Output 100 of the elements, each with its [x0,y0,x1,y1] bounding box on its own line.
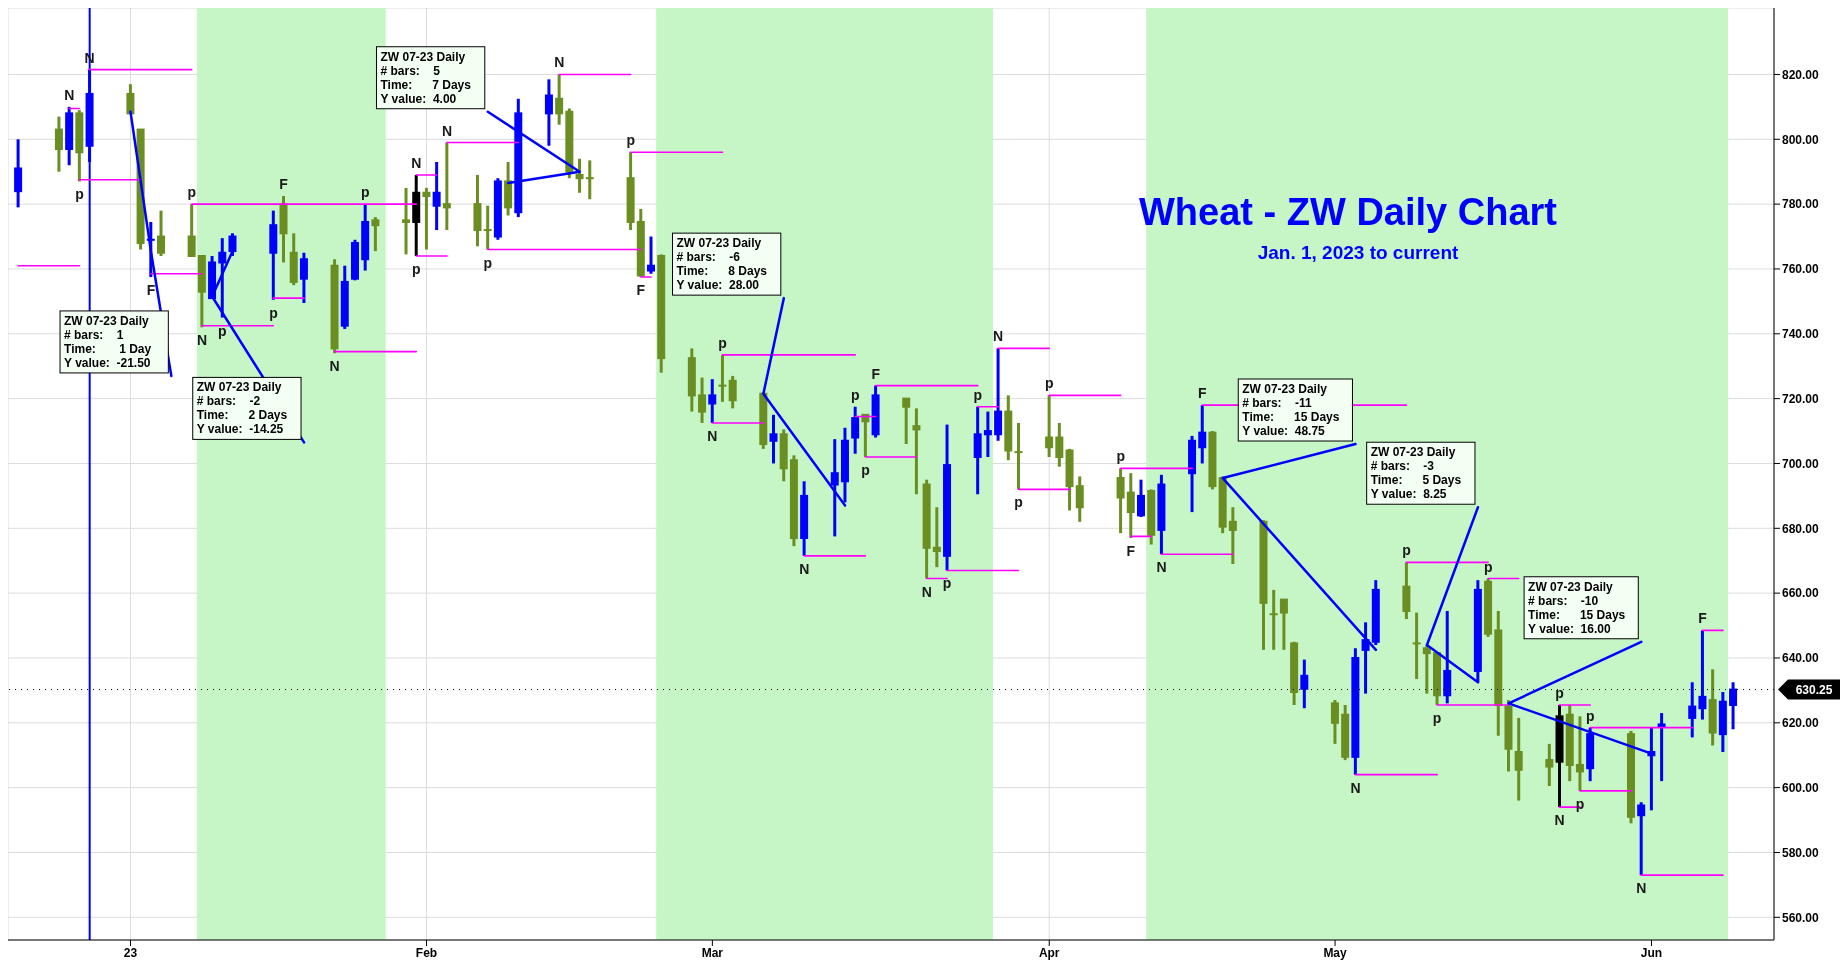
y-tick-label: 740.00 [1782,327,1820,342]
candlestick [851,406,860,454]
candlestick [1126,473,1135,539]
annotation: p [861,461,870,478]
annotation: p [1555,684,1564,701]
annotation: p [218,322,227,339]
annotation: p [412,260,421,277]
annotation: N [554,54,565,71]
annotation: N [1554,812,1565,829]
candlestick [1075,476,1084,522]
candlestick [555,74,564,125]
annotation: F [1126,543,1136,560]
annotation: ZW 07-23 Daily # bars: -3 Time: 5 Days Y value: 8.25 [1370,445,1462,502]
y-tick-label: 720.00 [1782,391,1820,406]
candlestick [585,160,594,200]
candlestick [932,507,941,569]
candlestick [544,79,553,146]
candlestick [1228,507,1237,564]
candlestick [902,397,911,445]
annotation: ZW 07-23 Daily # bars: -11 Time: 15 Days Y value: 48.75 [1242,382,1340,439]
annotation: p [1044,375,1054,392]
candlestick [718,353,727,402]
annotation: p [1014,494,1023,511]
x-tick-label: Mar [701,945,724,960]
candlestick [1575,716,1584,791]
annotation: F [636,282,646,299]
annotation: N [1156,559,1167,576]
text: Wheat - ZW Daily Chart [1138,190,1558,234]
y-tick-label: 820.00 [1782,67,1820,82]
annotation: N [707,427,718,444]
annotation: ZW 07-23 Daily # bars: 1 Time: 1 Day Y value: -21.50 [64,313,152,370]
annotation: F [1198,385,1208,402]
annotation: p [1402,542,1411,559]
annotation: ZW 07-23 Daily # bars: -6 Time: 8 Days Y value: 28.00 [676,236,768,293]
annotation: N [921,583,932,600]
candlestick [698,377,707,423]
annotation: N [411,154,422,171]
candlestick [1657,713,1666,783]
annotation: F [279,176,289,193]
y-tick-label: 680.00 [1782,521,1820,536]
candlestick [1136,479,1145,517]
x-tick-label: Apr [1038,945,1060,960]
annotation: ZW 07-23 Daily # bars: -2 Time: 2 Days Y value: -14.25 [196,380,288,437]
annotation: N [441,122,453,139]
annotation: N [1350,779,1361,796]
candlestick [1014,421,1023,490]
candlestick [1514,716,1523,801]
candlestick [1045,395,1054,457]
annotation: N [799,560,810,577]
annotation: F [871,365,881,382]
x-tick-label: May [1323,945,1348,960]
candlestick [299,252,308,303]
ref-line-label: 630.25 [1795,682,1833,697]
candlestick [769,413,778,464]
candlestick [1688,682,1697,738]
annotation: ZW 07-23 Daily # bars: 5 Time: 7 Days Y value: 4.00 [380,49,472,106]
annotation: p [1432,709,1442,726]
candlestick [1116,468,1125,535]
annotation: N [64,86,75,103]
candlestick [708,379,717,423]
annotation: p [1483,558,1493,575]
annotation: p [1116,448,1125,465]
x-tick-label: 23 [123,945,138,960]
y-tick-label: 580.00 [1782,845,1820,860]
candlestick [187,204,196,257]
candlestick [1330,700,1339,744]
candlestick [442,142,451,232]
candlestick [647,236,656,274]
y-tick-label: 560.00 [1782,910,1820,925]
candlestick [1412,612,1421,681]
annotation: p [187,184,197,201]
candlestick [1055,421,1064,467]
annotation: p [1585,707,1595,724]
y-tick-label: 800.00 [1782,132,1820,147]
candlestick [402,186,411,255]
candlestick [1422,645,1431,694]
annotation: N [1636,880,1647,897]
candlestick [1637,802,1646,877]
annotation: N [993,328,1004,345]
annotation: p [626,132,635,149]
y-tick-label: 660.00 [1782,586,1820,601]
annotation: F [1698,610,1708,627]
candlestick [1300,659,1309,710]
x-tick-label: Jun [1640,945,1663,960]
annotation: p [942,575,952,592]
annotation: p [75,186,84,203]
y-tick-label: 760.00 [1782,262,1820,277]
candlestick [1698,630,1707,720]
candlestick [422,186,431,250]
candlestick [483,205,492,250]
y-tick-label: 620.00 [1782,716,1820,731]
annotation: ZW 07-23 Daily # bars: -10 Time: 15 Days Y value: 16.00 [1528,579,1626,636]
annotation: p [483,254,493,271]
candlestick [1729,682,1738,730]
text: Jan. 1, 2023 to current [1256,242,1460,264]
candlestick [983,411,992,457]
annotation: N [196,332,208,349]
candlestick [575,158,584,193]
x-tick-label: Feb [415,945,438,960]
annotation: p [269,304,278,321]
